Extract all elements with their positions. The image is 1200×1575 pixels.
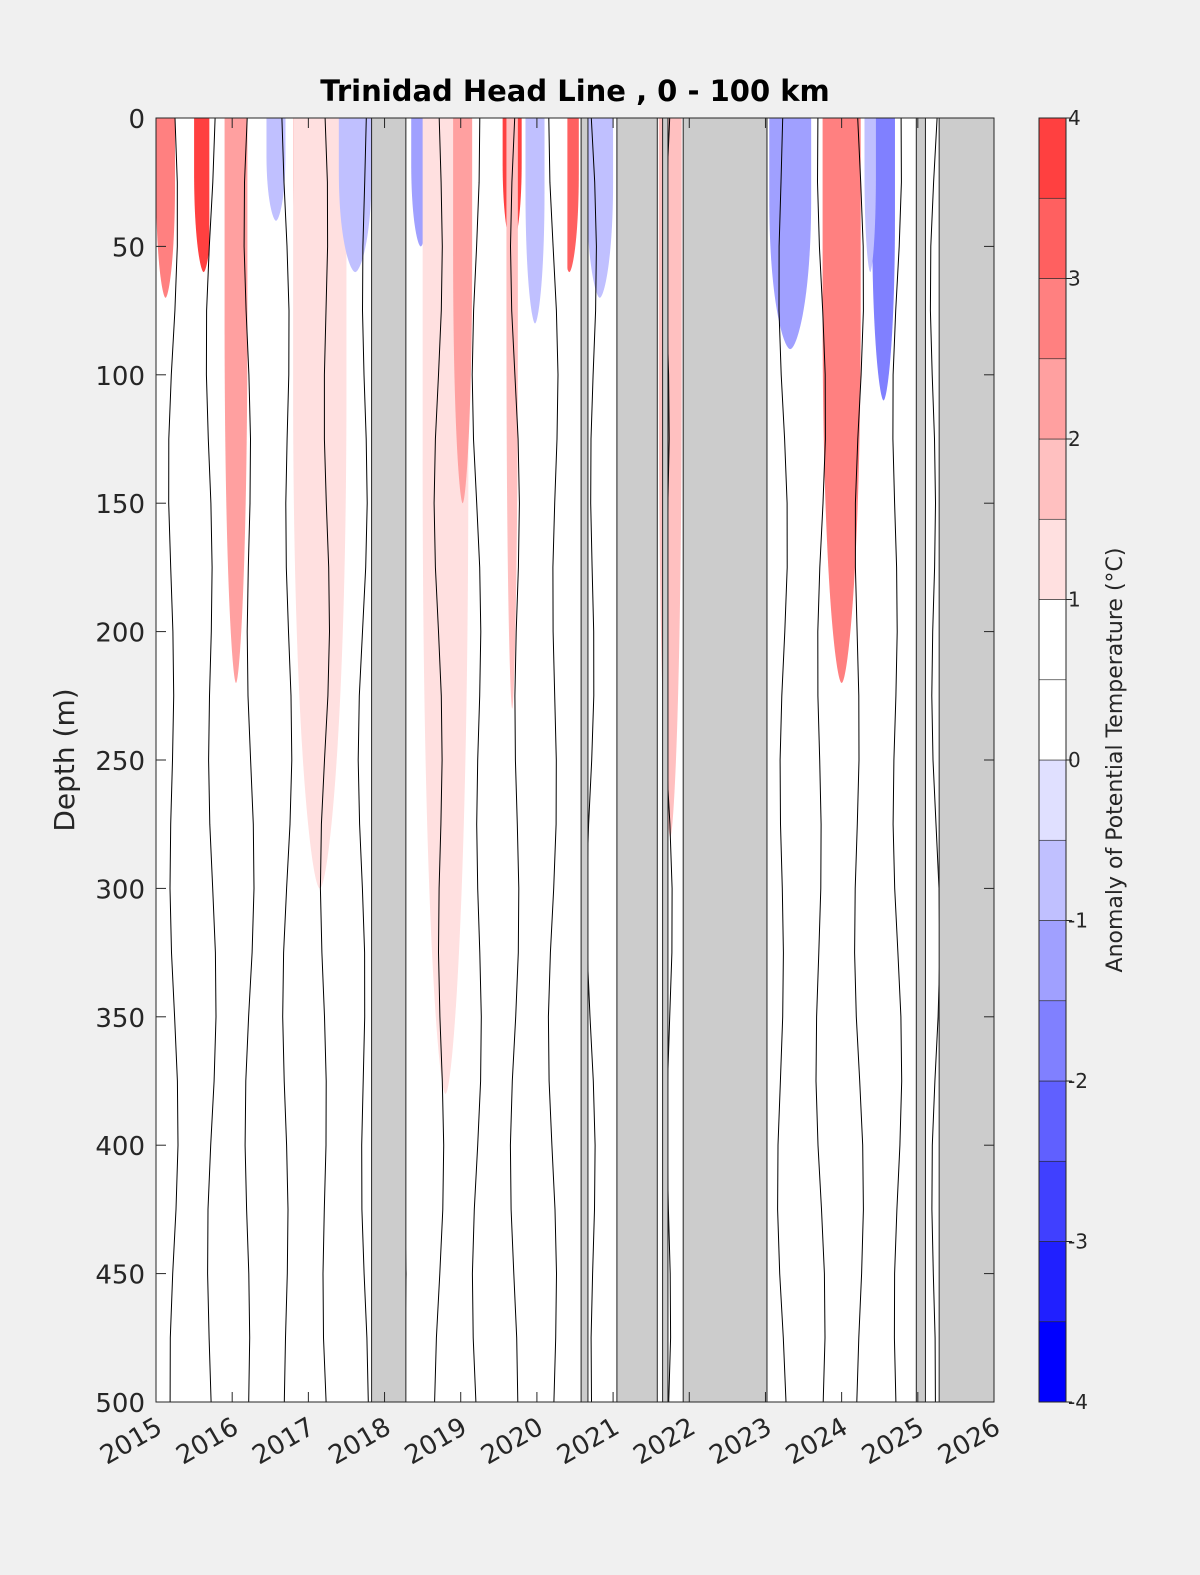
colorbar-swatch [1038,1321,1067,1403]
contour-line [471,118,482,1402]
contour-line [357,118,369,1402]
anomaly-region [811,991,823,1402]
y-tick-label: 200 [95,619,145,649]
y-tick-label: 100 [95,362,145,392]
anomaly-region [224,118,248,683]
colorbar-tick-label: 0 [1068,748,1081,772]
colorbar-swatch [1038,1241,1067,1323]
y-tick-label: 300 [95,875,145,905]
y-tick-label: 400 [95,1132,145,1162]
contour-line [547,118,559,1402]
colorbar-swatch [1038,518,1067,600]
y-tick-label: 500 [95,1389,145,1419]
contour-line [777,118,788,1402]
y-tick-label: 50 [112,233,145,263]
missing-data-band [682,117,768,1403]
chart-title: Trinidad Head Line , 0 - 100 km [320,74,829,108]
colorbar-swatch [1038,1080,1067,1162]
x-tick-label: 2019 [400,1412,472,1471]
x-tick-label: 2023 [705,1412,777,1471]
contour-line [205,118,217,1402]
anomaly-region [266,118,286,221]
colorbar-ticks: 4 3 2 1 0 -1 -2 -3 -4 [1066,106,1088,1414]
colorbar-swatch [1038,1000,1067,1082]
anomaly-region [872,118,895,401]
contour-line [892,118,903,1402]
missing-data-band [580,117,589,1403]
contour-line [929,118,941,1402]
colorbar-swatch [1038,197,1067,279]
contour-line [319,118,331,1402]
colorbar-swatch [1038,920,1067,1002]
colorbar-swatch [1038,1160,1067,1242]
colorbar-tick-label: 4 [1068,106,1081,130]
y-tick-label: 0 [128,105,145,135]
contour-line [586,118,597,1402]
anomaly-region [525,118,545,324]
contour-line [854,118,864,1402]
contour-line [433,118,445,1402]
colorbar-tick-label: 2 [1068,427,1081,451]
contour-line [243,118,255,1402]
colorbar-tick-label: -4 [1068,1390,1088,1414]
colorbar-swatch [1038,599,1067,681]
anomaly-region [506,118,518,709]
missing-data-band [915,117,926,1403]
contour-line [281,118,293,1402]
colorbar: 4 3 2 1 0 -1 -2 -3 -4 Anomaly of Potential Tempe… [1038,106,1128,1414]
colorbar-label: Anomaly of Potential Temperature (°C) [1103,548,1128,973]
anomaly-region [864,118,876,273]
colorbar-tick-label: -2 [1068,1069,1088,1093]
anomaly-region [822,118,861,683]
contour-line [509,118,520,1402]
x-tick-label: 2021 [552,1412,624,1471]
colorbar-tick-label: 1 [1068,588,1081,612]
colorbar-swatch [1038,679,1067,761]
colorbar-swatch [1038,759,1067,841]
colorbar-swatch [1038,278,1067,360]
contour-line [815,118,826,1402]
x-tick-label: 2026 [933,1412,1005,1471]
colorbar-tick-label: -3 [1068,1230,1088,1254]
x-tick-label: 2024 [781,1412,853,1471]
colorbar-tick-label: -1 [1068,909,1088,933]
contour-line [168,118,179,1402]
y-axis-label: Depth (m) [48,688,81,831]
y-tick-label: 450 [95,1261,145,1291]
anomaly-region [453,118,473,504]
x-tick-label: 2022 [628,1412,700,1471]
colorbar-tick-label: 3 [1068,267,1081,291]
y-tick-label: 250 [95,747,145,777]
colorbar-swatch [1038,358,1067,440]
y-tick-label: 150 [95,490,145,520]
y-axis-ticks: 0 50 100 150 200 250 300 350 400 450 500 [95,105,994,1419]
anomaly-region [293,118,347,889]
missing-data-band [662,117,669,1403]
anomaly-region [156,118,176,298]
colorbar-swatch [1038,438,1067,520]
missing-data-bands [371,117,995,1403]
x-tick-label: 2020 [476,1412,548,1471]
colorbar-swatch [1038,117,1067,199]
anomaly-region [769,118,812,350]
x-tick-label: 2025 [857,1412,929,1471]
x-tick-label: 2018 [324,1412,396,1471]
x-tick-label: 2016 [171,1412,243,1471]
x-tick-label: 2017 [248,1412,320,1471]
anomaly-region [586,118,614,298]
y-tick-label: 350 [95,1004,145,1034]
plot-background [156,118,994,1402]
colorbar-swatch [1038,839,1067,921]
missing-data-band [371,117,407,1403]
missing-data-band [616,117,658,1403]
anomaly-region [194,118,214,273]
x-tick-label: 2015 [95,1412,167,1471]
colorbar-swatches [1038,117,1067,1403]
